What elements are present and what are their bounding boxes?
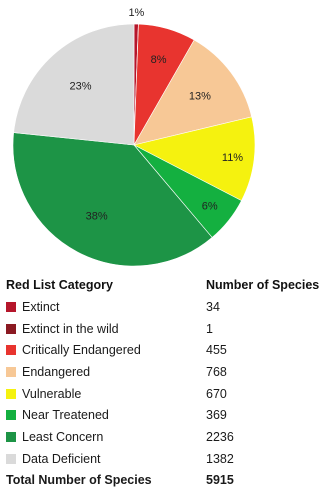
legend-swatch xyxy=(6,367,16,377)
legend-category-label: Vulnerable xyxy=(22,387,81,401)
slice-percent-label: 11% xyxy=(222,152,243,164)
legend-swatch xyxy=(6,454,16,464)
legend-category-label: Least Concern xyxy=(22,430,103,444)
legend-row: Data Deficient 1382 xyxy=(6,448,332,470)
legend-swatch xyxy=(6,432,16,442)
slice-percent-label: 6% xyxy=(202,200,218,212)
legend-swatch xyxy=(6,389,16,399)
legend-row: Near Treatened 369 xyxy=(6,404,332,426)
total-value: 5915 xyxy=(206,470,332,491)
legend-category-label: Data Deficient xyxy=(22,452,101,466)
legend-swatch xyxy=(6,324,16,334)
legend-species-count: 2236 xyxy=(206,426,332,448)
count-column-header: Number of Species xyxy=(206,278,332,296)
legend-category: Near Treatened xyxy=(6,404,206,426)
slice-percent-label: 23% xyxy=(69,81,91,93)
legend-species-count: 670 xyxy=(206,383,332,405)
legend-category: Extinct xyxy=(6,296,206,318)
legend-category: Least Concern xyxy=(6,426,206,448)
slice-percent-label: 8% xyxy=(151,54,167,66)
legend-table: Red List Category Number of Species Exti… xyxy=(6,278,332,491)
legend-header-row: Red List Category Number of Species xyxy=(6,278,332,296)
legend-category-label: Near Treatened xyxy=(22,408,109,422)
legend-row: Extinct 34 xyxy=(6,296,332,318)
legend-category-label: Extinct xyxy=(22,300,60,314)
legend-category: Endangered xyxy=(6,361,206,383)
slice-percent-label: 1% xyxy=(128,7,144,19)
legend-swatch xyxy=(6,410,16,420)
legend-species-count: 1382 xyxy=(206,448,332,470)
legend-category: Critically Endangered xyxy=(6,339,206,361)
legend-category: Extinct in the wild xyxy=(6,318,206,340)
legend-row: Critically Endangered 455 xyxy=(6,339,332,361)
legend-category-label: Endangered xyxy=(22,365,90,379)
legend-species-count: 455 xyxy=(206,339,332,361)
legend-category-label: Critically Endangered xyxy=(22,343,141,357)
total-label: Total Number of Species xyxy=(6,470,206,491)
legend-row: Extinct in the wild 1 xyxy=(6,318,332,340)
category-column-header: Red List Category xyxy=(6,278,206,296)
pie-chart: 1% 8% 13% 11% 6% 38% 23% xyxy=(0,0,335,270)
legend-species-count: 768 xyxy=(206,361,332,383)
legend-category: Data Deficient xyxy=(6,448,206,470)
legend-swatch xyxy=(6,345,16,355)
legend-swatch xyxy=(6,302,16,312)
legend-category-label: Extinct in the wild xyxy=(22,322,119,336)
legend-species-count: 369 xyxy=(206,404,332,426)
legend-species-count: 34 xyxy=(206,296,332,318)
slice-percent-label: 38% xyxy=(86,211,108,223)
slice-percent-label: 13% xyxy=(189,91,211,103)
legend-row: Endangered 768 xyxy=(6,361,332,383)
total-row: Total Number of Species 5915 xyxy=(6,470,332,491)
legend-row: Least Concern 2236 xyxy=(6,426,332,448)
legend-species-count: 1 xyxy=(206,318,332,340)
legend-row: Vulnerable 670 xyxy=(6,383,332,405)
legend-category: Vulnerable xyxy=(6,383,206,405)
